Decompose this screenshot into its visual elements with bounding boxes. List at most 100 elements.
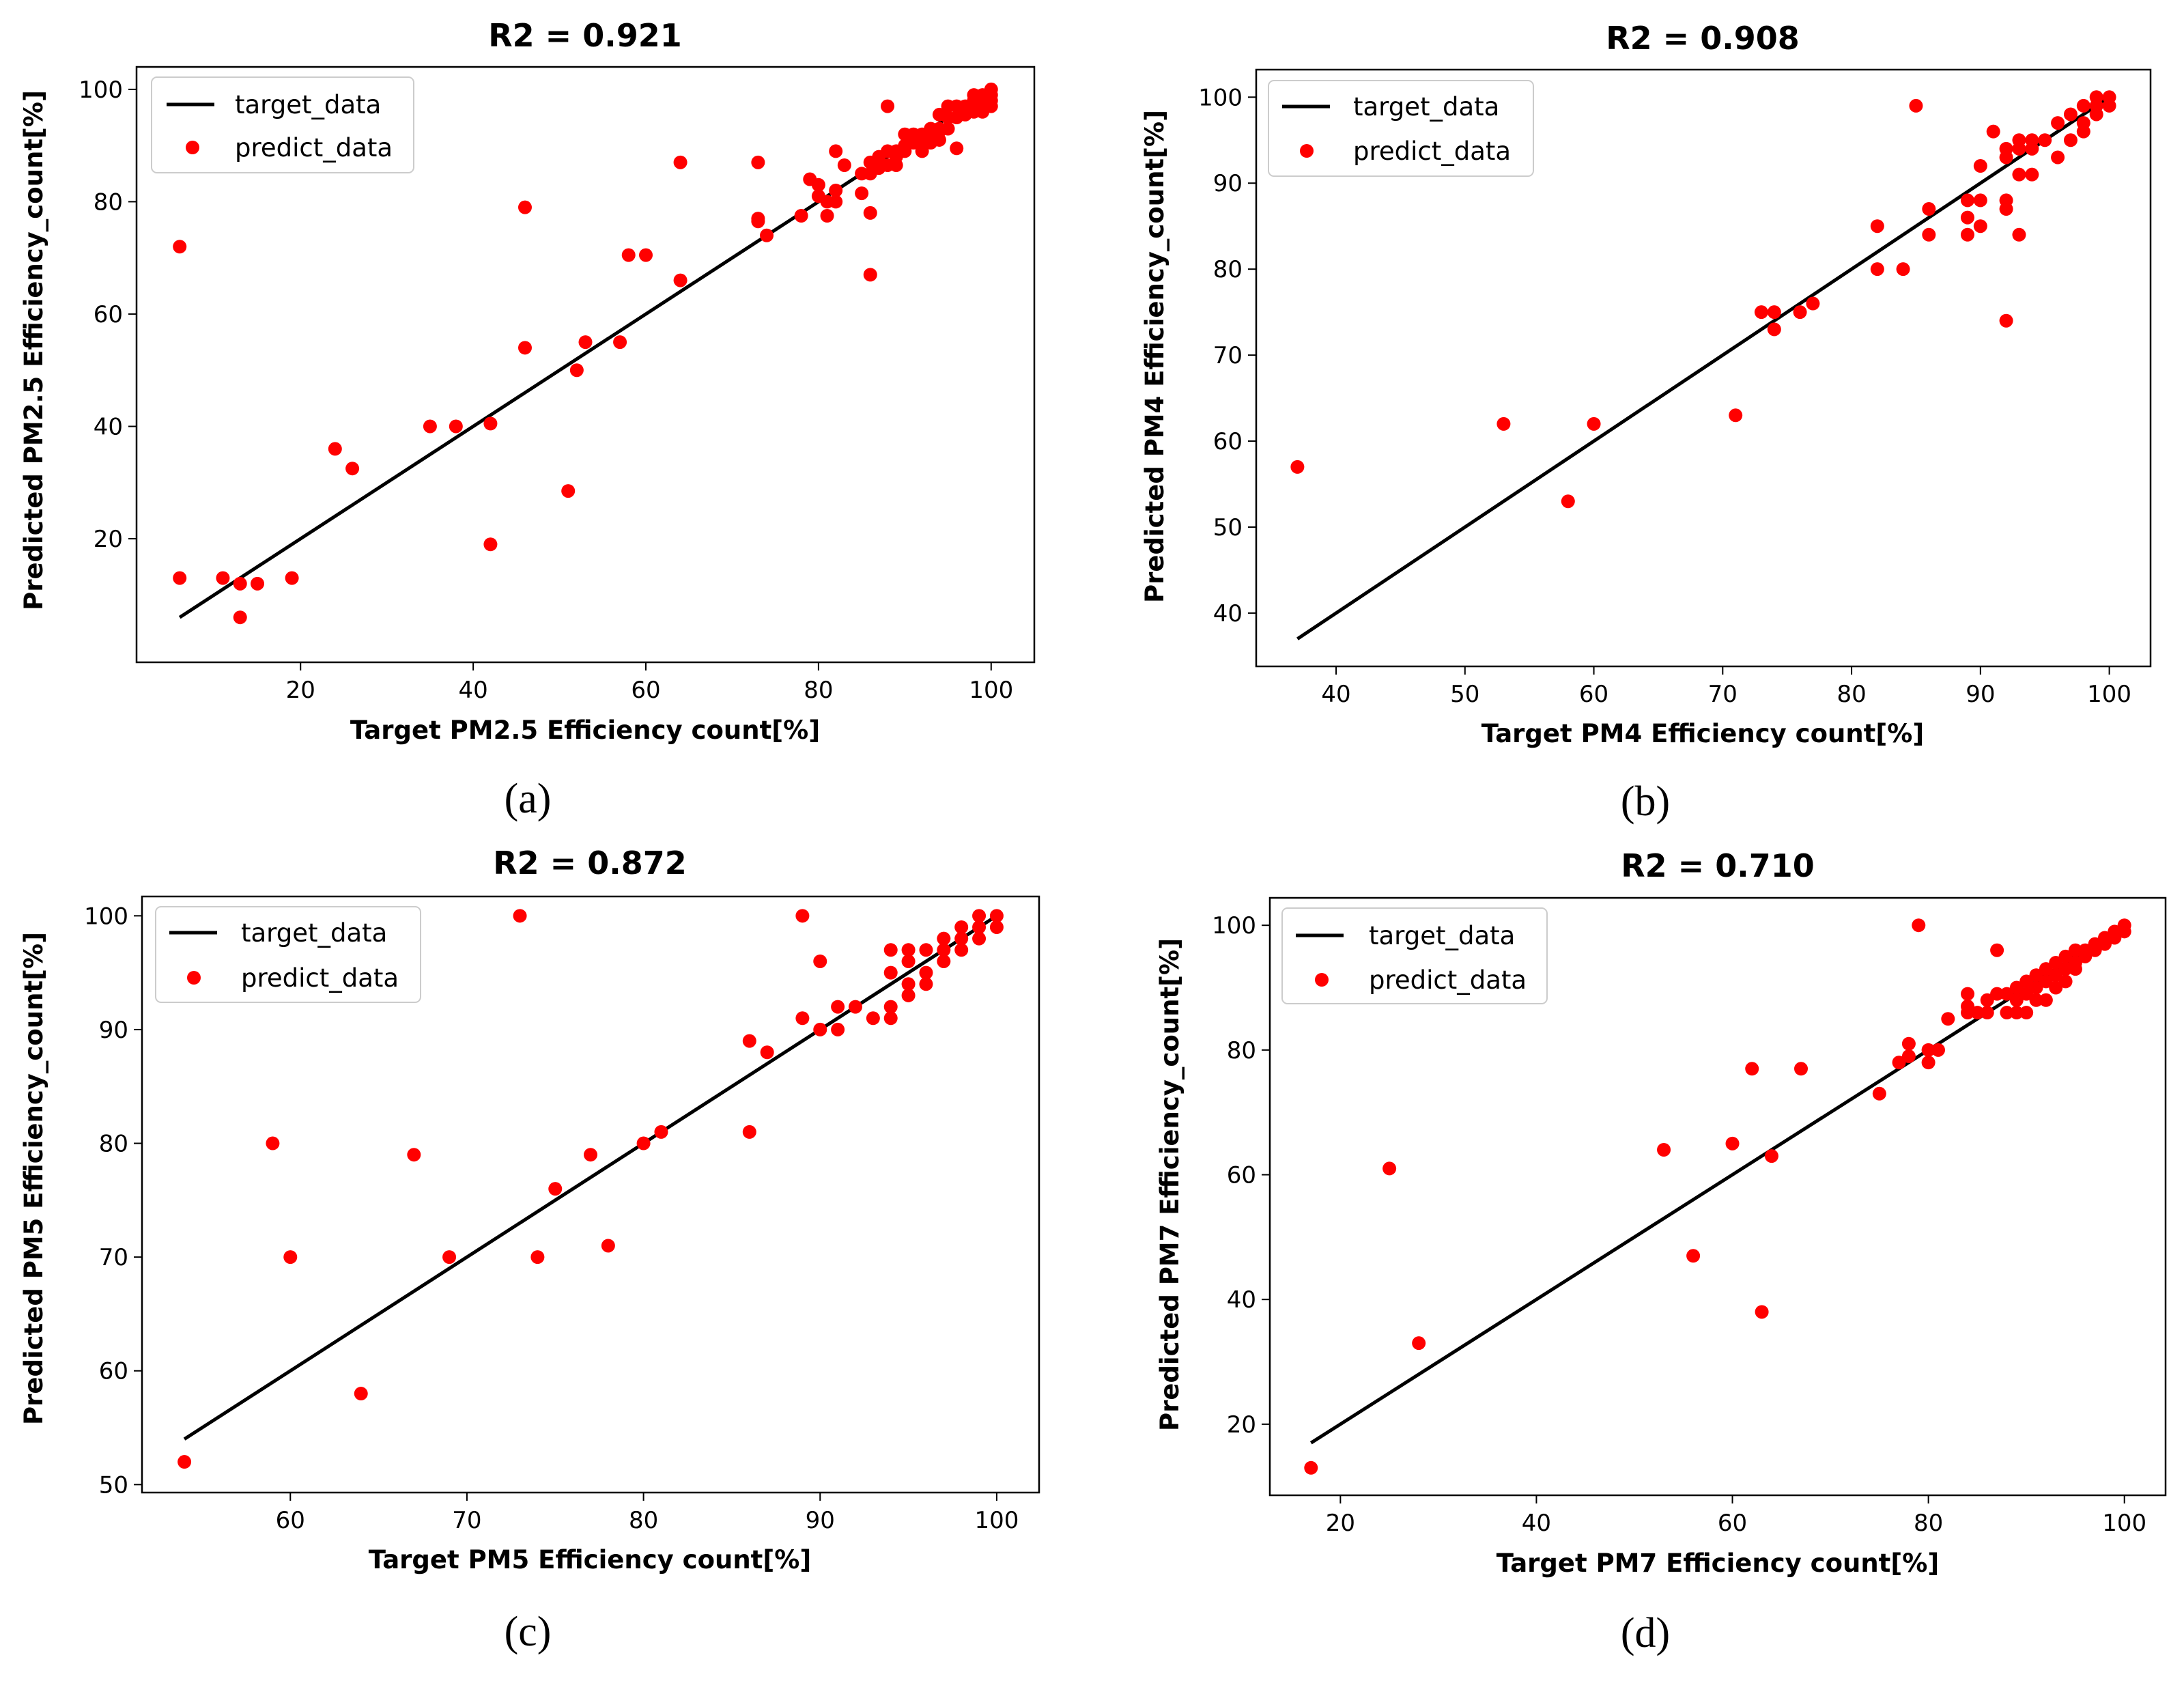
predict-data-point [2012,227,2026,242]
y-tick-label: 60 [1227,1162,1256,1189]
predict-data-point [954,920,969,934]
y-axis-label: Predicted PM5 Efficiency_count[%] [19,932,48,1425]
predict-data-point [1806,296,1820,311]
x-tick-label: 40 [1522,1510,1551,1537]
x-tick-label: 60 [1579,681,1608,708]
legend: target_data predict_data [151,76,414,173]
predict-data-point [1497,416,1511,431]
x-tick-label: 40 [458,677,487,704]
predict-data-point [2049,955,2063,970]
target-data-line [183,914,998,1441]
predict-data-point [354,1387,368,1401]
plot-area [141,895,1040,1494]
predict-data-point [654,1125,668,1139]
y-tick-label: 80 [94,188,123,216]
predict-data-point [1986,124,2000,139]
predict-data-point [989,920,1004,934]
y-tick-label: 80 [1227,1037,1256,1064]
y-tick-label: 20 [1227,1411,1256,1439]
predict-data-point [1973,159,1987,173]
x-tick-label: 80 [1914,1510,1943,1537]
plot-area [1255,68,2152,668]
y-tick-label: 100 [1198,84,1243,111]
predict-data-point [855,186,869,201]
predict-data-point [1973,193,1987,208]
predict-data-point [233,610,247,625]
predict-data-point [837,158,851,172]
legend-box [151,76,414,173]
predict-data-point [173,240,187,254]
predict-data-point [328,442,342,456]
predict-data-point [2117,924,2131,939]
legend-label-target: target_data [1353,92,1499,122]
panel-caption: (c) [505,1609,552,1655]
predict-data-point [2078,949,2093,963]
predict-data-point [937,931,951,946]
predict-data-point [751,214,765,229]
predict-data-point [889,158,903,172]
chart-title: R2 = 0.921 [488,17,682,54]
predict-data-point [2076,98,2090,113]
predict-data-point [673,273,687,287]
predict-data-point [883,1011,898,1026]
predict-data-point [937,943,951,957]
x-tick-label: 40 [1321,681,1350,708]
predict-data-point [2039,974,2053,989]
predict-data-point [2102,98,2116,113]
predict-data-point [613,335,627,350]
predict-data-point [1745,1062,1759,1076]
legend-label-target: target_data [235,90,381,119]
predict-data-point [578,335,593,350]
predict-data-point [901,988,916,1002]
y-tick-label: 90 [1213,170,1243,197]
legend: target_data predict_data [155,906,421,1003]
predict-data-point [2029,993,2043,1007]
predict-data-point [954,931,969,946]
y-tick-label: 70 [1213,342,1243,369]
predict-data-point [1912,918,1926,933]
predict-data-point [831,1000,845,1014]
predict-data-point [811,178,825,192]
x-tick-label: 80 [804,677,833,704]
y-tick-label: 40 [1213,600,1243,627]
chart-panel-c: R2 = 0.872 Target PM5 Efficiency count[%… [19,845,1040,1655]
predict-data-point [1793,305,1807,320]
predict-data-point [2029,968,2043,983]
predict-data-point [829,195,843,209]
chart-title: R2 = 0.908 [1606,20,1800,57]
predict-data-point [517,200,532,214]
x-tick-label: 60 [276,1507,305,1534]
predict-data-point [831,1022,845,1036]
predict-data-point [407,1148,421,1162]
predict-data-point [2009,980,2024,995]
predict-data-point [742,1034,756,1048]
predict-data-point [1980,1006,1994,1020]
predict-data-point [950,141,964,156]
chart-title: R2 = 0.710 [1621,847,1815,884]
y-axis-label: Predicted PM7 Efficiency_count[%] [1155,938,1185,1431]
predict-data-point [584,1148,597,1162]
predict-data-point [1999,202,2013,216]
predict-data-point [345,462,360,476]
predict-data-point [883,1000,898,1014]
predict-data-point [173,571,187,585]
y-tick-label: 50 [1213,514,1243,541]
predict-data-point [795,1011,810,1026]
predict-data-point [937,954,951,968]
predict-data-point [1754,305,1768,320]
x-tick-label: 20 [1326,1510,1355,1537]
predict-data-point [1909,98,1923,113]
predict-data-point [1973,219,1987,234]
x-tick-label: 70 [1708,681,1738,708]
predict-data-point [2009,1006,2024,1020]
predict-data-point [2063,133,2077,147]
predict-data-point [1980,993,1994,1007]
legend-label-target: target_data [241,918,387,948]
x-tick-label: 80 [1836,681,1866,708]
predict-data-point [483,537,498,552]
predict-data-point [1587,416,1601,431]
predict-data-point [621,248,636,262]
legend: target_data predict_data [1268,80,1534,177]
predict-data-point [813,1022,827,1036]
